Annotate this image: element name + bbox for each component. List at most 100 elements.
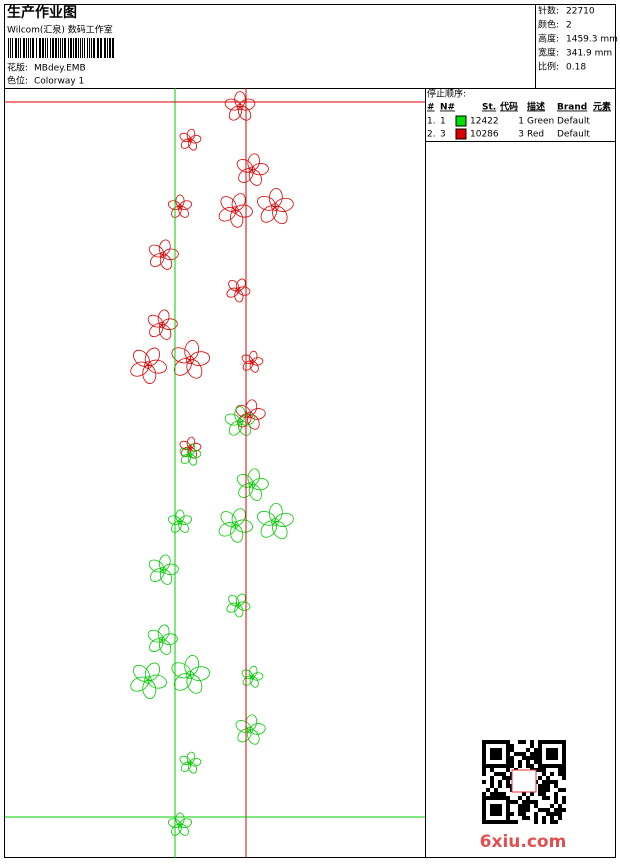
flower — [148, 239, 179, 270]
qr-cell — [482, 792, 486, 796]
qr-cell — [550, 752, 554, 756]
qr-cell — [490, 740, 494, 744]
needle: 3 — [440, 130, 446, 140]
qr-cell — [546, 808, 550, 812]
qr-cell — [542, 780, 546, 784]
petal — [218, 522, 236, 537]
qr-cell — [490, 804, 494, 808]
qr-cell — [502, 772, 506, 776]
petal — [268, 187, 283, 208]
qr-cell — [554, 800, 558, 804]
qr-cell — [490, 808, 494, 812]
qr-cell — [482, 820, 486, 824]
qr-cell — [482, 812, 486, 816]
qr-cell — [510, 760, 514, 764]
qr-cell — [490, 792, 494, 796]
row-index: 1. — [427, 117, 436, 127]
qr-cell — [526, 808, 530, 812]
flower — [179, 751, 202, 774]
qr-cell — [550, 820, 554, 824]
qr-cell — [538, 752, 542, 756]
bar — [39, 38, 41, 58]
qr-cell — [558, 808, 562, 812]
bar — [93, 38, 95, 58]
petal — [272, 205, 288, 225]
qr-cell — [554, 784, 558, 788]
bar — [78, 38, 79, 58]
qr-cell — [530, 744, 534, 748]
flower-center — [185, 355, 194, 364]
qr-cell — [542, 764, 546, 768]
qr-cell — [534, 756, 538, 760]
qr-cell — [542, 784, 546, 788]
petal — [179, 447, 191, 458]
qr-cell — [510, 748, 514, 752]
qr-cell — [534, 748, 538, 752]
qr-cell — [538, 756, 542, 760]
bar — [75, 38, 77, 58]
qr-cell — [550, 756, 554, 760]
qr-cell — [550, 748, 554, 752]
needle: 1 — [440, 117, 446, 127]
stat-label: 比例: — [538, 61, 559, 73]
qr-cell — [514, 820, 518, 824]
petal — [235, 593, 246, 606]
petal — [130, 676, 149, 692]
flower — [179, 128, 202, 151]
qr-cell — [550, 764, 554, 768]
petal — [179, 440, 191, 451]
table-title: 停止顺序: — [427, 88, 466, 100]
flower — [241, 350, 264, 373]
qr-cell — [498, 756, 502, 760]
flower — [226, 278, 251, 303]
bar — [36, 38, 37, 58]
qr-cell — [506, 808, 510, 812]
qr-cell — [546, 752, 550, 756]
bar — [104, 38, 106, 58]
qr-cell — [526, 756, 530, 760]
bar — [26, 38, 27, 58]
qr-cell — [518, 804, 522, 808]
qr-cell — [550, 804, 554, 808]
qr-cell — [510, 756, 514, 760]
qr-cell — [522, 816, 526, 820]
flower — [148, 554, 179, 585]
bar — [91, 38, 92, 58]
qr-cell — [526, 764, 530, 768]
qr-cell — [538, 764, 542, 768]
flower — [130, 347, 167, 384]
qr-cell — [542, 768, 546, 772]
qr-cell — [534, 816, 538, 820]
qr-cell — [562, 752, 566, 756]
qr-cell — [494, 808, 498, 812]
qr-cell — [498, 792, 502, 796]
qr-cell — [550, 812, 554, 816]
column-header: Brand — [557, 103, 587, 113]
qr-cell — [546, 784, 550, 788]
petal — [167, 818, 181, 828]
bar — [60, 38, 61, 58]
code: 3 — [518, 130, 524, 140]
qr-cell — [522, 804, 526, 808]
qr-cell — [482, 768, 486, 772]
petal — [257, 510, 276, 526]
qr-cell — [558, 816, 562, 820]
stitches: 12422 — [470, 117, 499, 127]
bar — [112, 38, 114, 58]
qr-cell — [518, 752, 522, 756]
qr-cell — [502, 776, 506, 780]
petal — [167, 515, 181, 525]
bar — [84, 38, 85, 58]
qr-cell — [498, 752, 502, 756]
qr-cell — [530, 800, 534, 804]
qr-cell — [498, 808, 502, 812]
qr-cell — [542, 740, 546, 744]
qr-cell — [518, 740, 522, 744]
column-header: 元素 — [593, 101, 611, 113]
qr-cell — [546, 740, 550, 744]
qr-cell — [542, 772, 546, 776]
flower-center — [248, 166, 256, 174]
qr-cell — [534, 752, 538, 756]
bar — [23, 38, 25, 58]
